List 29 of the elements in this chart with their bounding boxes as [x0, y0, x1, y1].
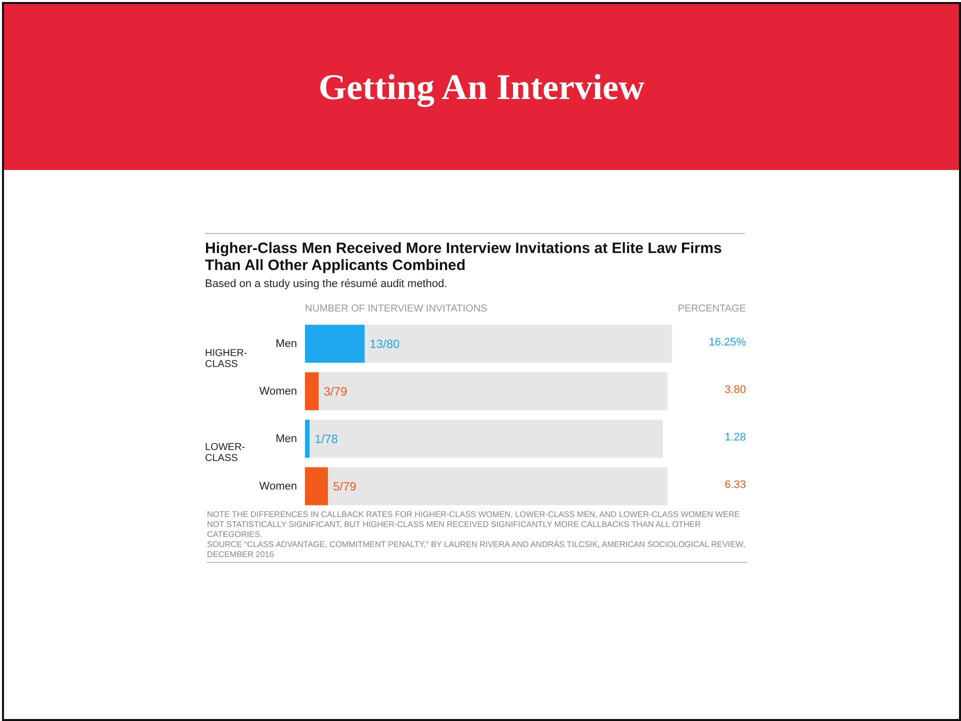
text: PERCENTAGE [678, 304, 746, 314]
x-axis-title: NUMBER OF INTERVIEW INVITATIONS [305, 304, 488, 314]
y-tick-label: Men [276, 432, 297, 445]
bar [318, 372, 668, 410]
y-tick-label: Women [259, 385, 297, 398]
bar [305, 467, 328, 506]
text: Based on a study using the résumé audit method. [205, 278, 448, 290]
y-tick-label: Women [259, 480, 297, 492]
bar [328, 467, 668, 506]
text: 1.28 [724, 431, 746, 444]
annotation: NOTE THE DIFFERENCES IN CALLBACK RATES FOR HIGHER-CLASS WOMEN, LOWER-CLASS MEN, AND LOWER-CLASS WOMEN WERE NOT STATISTICALLY SIGNIFICANT, BUT HIGHER-CLASS MEN RECEIVED SIGNIFICANTLY MORE CALLBACKS THAN ALL OTHER CATEGORIES. [207, 510, 741, 540]
data-label: 1/78 [314, 432, 338, 446]
text: 6.33 [724, 478, 746, 491]
source-note: SOURCE “CLASS ADVANTAGE, COMMITMENT PENALTY,” BY LAUREN RIVERA AND ANDRÁS TILCSIK, AMERICAN SOCIOLOGICAL REVIEW, DECEMBER 2016 [207, 540, 746, 560]
bar [305, 372, 319, 410]
data-label: 5/79 [332, 479, 357, 494]
bar [305, 420, 310, 458]
bar [310, 420, 663, 458]
chart-subtitle: Higher-Class Men Received More Interview Invitations at Elite Law Firms Than All Other Applicants Combined [205, 240, 723, 274]
chart-title: Getting An Interview [318, 66, 646, 108]
bar [364, 324, 672, 363]
bar [305, 324, 365, 363]
text: HIGHER-CLASS [205, 348, 248, 370]
data-label: 3/79 [324, 384, 348, 398]
y-tick-label: Men [276, 338, 297, 350]
text: 16.25% [708, 336, 746, 348]
data-label: 13/80 [370, 336, 400, 351]
text: 3.80 [724, 384, 746, 396]
text: LOWER-CLASS [205, 442, 245, 464]
